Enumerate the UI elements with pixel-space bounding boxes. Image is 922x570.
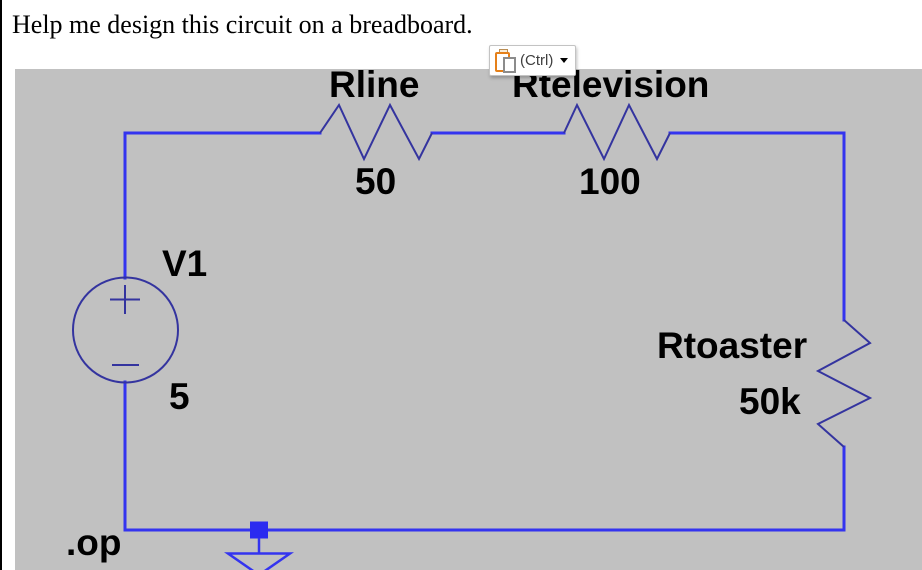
- rline-resistor-symbol: [319, 102, 433, 162]
- v1-designator-label: V1: [162, 243, 208, 284]
- circuit-schematic-image[interactable]: [15, 69, 922, 570]
- circuit-drawing: [72, 102, 873, 570]
- plus-symbol: [110, 285, 140, 314]
- wires: [123, 131, 846, 532]
- prompt-text: Help me design this circuit on a breadbo…: [12, 10, 473, 39]
- rtoaster-resistor-symbol: [815, 319, 873, 448]
- rtoaster-value-label: 50k: [739, 381, 801, 422]
- chevron-down-icon[interactable]: [560, 58, 569, 63]
- rline-designator-label: Rline: [329, 64, 420, 105]
- rtelevision-resistor-symbol: [563, 102, 671, 162]
- paste-clipboard-icon: [495, 48, 516, 73]
- rtelevision-value-label: 100: [579, 161, 641, 202]
- spice-directive-label: .op: [66, 522, 122, 563]
- ground-symbol: [224, 538, 294, 570]
- v1-value-label: 5: [169, 376, 190, 417]
- v1-voltage-source-symbol: [72, 276, 179, 384]
- voltage-source-circle: [72, 276, 179, 384]
- paste-options-label: (Ctrl): [520, 52, 554, 69]
- rtoaster-designator-label: Rtoaster: [657, 325, 808, 366]
- junction-node: [250, 521, 268, 539]
- paste-options-button[interactable]: (Ctrl): [489, 45, 577, 76]
- rline-value-label: 50: [355, 161, 397, 202]
- clipboard-page: [503, 56, 516, 73]
